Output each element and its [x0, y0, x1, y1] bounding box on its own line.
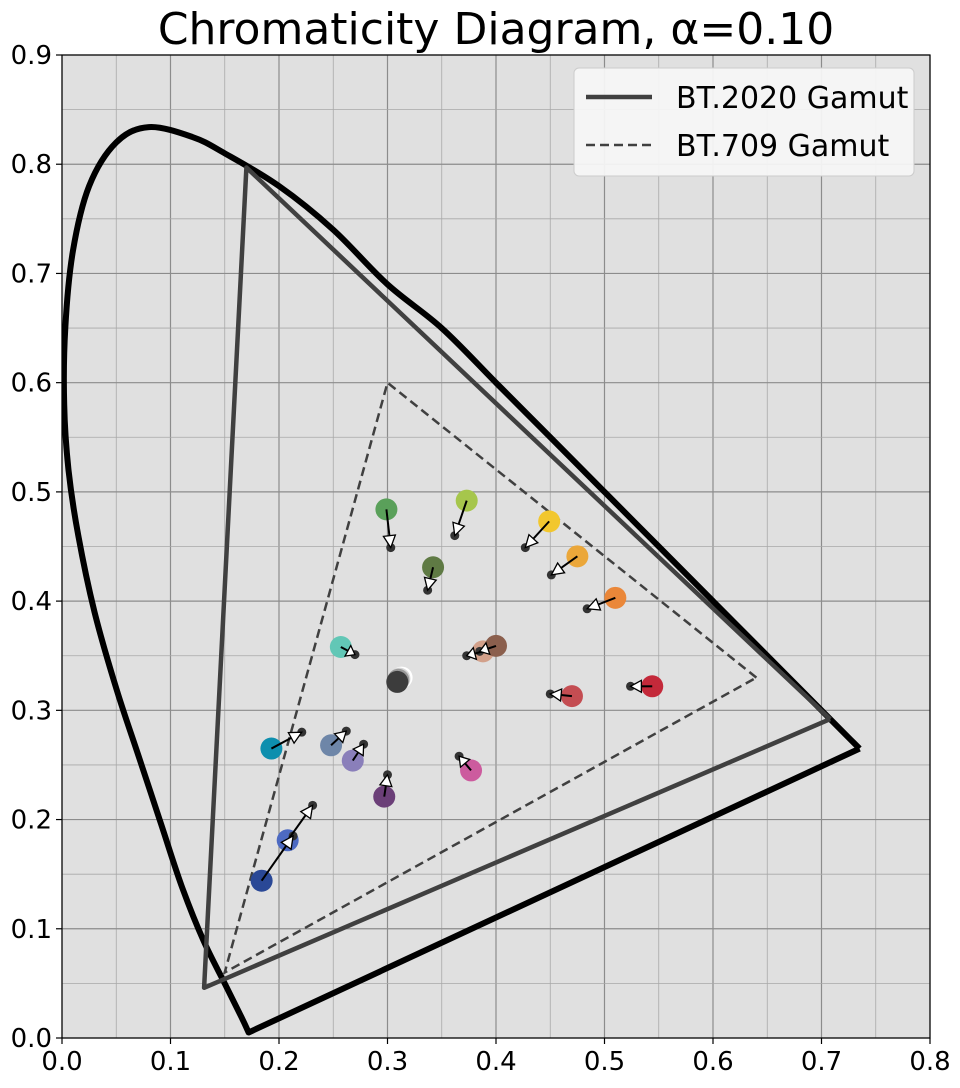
shift-arrow-line-16	[330, 737, 340, 747]
shift-arrow-head-19	[378, 773, 393, 788]
y-tick-label: 0.5	[11, 478, 52, 508]
y-tick-label: 0.9	[11, 41, 52, 71]
shift-arrows	[260, 500, 653, 882]
shift-arrow-head-20	[299, 804, 314, 820]
sample-point-12	[386, 670, 409, 693]
x-tick-label: 0.2	[258, 1047, 299, 1077]
shift-arrow-head-6	[343, 644, 356, 657]
shift-arrow-line-4	[429, 567, 435, 579]
shift-arrow-head-3	[550, 561, 566, 576]
y-tick-label: 0.7	[11, 259, 52, 289]
legend-label-bt2020: BT.2020 Gamut	[676, 81, 909, 116]
shift-arrow-head-17	[351, 743, 365, 757]
shift-arrow-line-18	[464, 762, 472, 772]
shift-arrow-line-19	[383, 785, 387, 797]
x-tick-label: 0.1	[150, 1047, 191, 1077]
shift-arrow-head-4	[423, 576, 438, 592]
legend: BT.2020 Gamut BT.709 Gamut	[573, 67, 915, 177]
shift-arrow-head-5	[585, 597, 602, 611]
shift-arrow-head-16	[333, 730, 348, 744]
legend-label-bt709: BT.709 Gamut	[676, 129, 890, 164]
bt709-gamut-triangle	[222, 380, 758, 976]
curves	[62, 124, 862, 1036]
shift-arrow-line-21	[260, 845, 288, 882]
shift-arrow-head-7	[465, 646, 478, 661]
y-tick-label: 0.1	[11, 915, 52, 945]
shift-arrow-head-14	[629, 679, 643, 694]
x-tick-label: 0.4	[475, 1047, 516, 1077]
x-tick-label: 0.8	[909, 1047, 950, 1077]
chart-title: Chromaticity Diagram, α=0.10	[158, 4, 834, 55]
shift-arrow-line-1	[457, 500, 468, 525]
shift-arrow-line-20	[286, 814, 307, 841]
shift-arrow-line-15	[270, 736, 292, 750]
x-tick-label: 0.5	[584, 1047, 625, 1077]
shift-arrow-head-18	[458, 755, 472, 769]
shift-arrow-head-2	[524, 533, 540, 549]
y-tick-label: 0.0	[11, 1024, 52, 1054]
y-tick-label: 0.3	[11, 696, 52, 726]
axis-ticks: 0.0 0.1 0.2 0.3 0.4 0.5 0.6 0.7 0.8 0.0 0.1 0.2 0.3 0…	[11, 41, 951, 1077]
shift-arrow-line-5	[597, 596, 616, 606]
shift-arrow-line-6	[340, 646, 349, 652]
shift-arrow-line-17	[351, 751, 360, 762]
x-tick-label: 0.3	[367, 1047, 408, 1077]
shift-arrow-line-0	[385, 509, 391, 536]
shift-arrow-head-15	[287, 731, 304, 745]
x-tick-label: 0.6	[692, 1047, 733, 1077]
y-tick-label: 0.8	[11, 150, 52, 180]
shift-arrow-line-13	[560, 694, 573, 698]
spectral-locus	[62, 124, 862, 1036]
shift-arrow-head-8	[478, 641, 491, 656]
y-tick-label: 0.6	[11, 369, 52, 399]
legend-box	[573, 67, 915, 177]
shift-arrow-line-3	[560, 555, 578, 569]
x-tick-label: 0.0	[41, 1047, 82, 1077]
shift-arrow-head-0	[382, 534, 397, 550]
shift-arrow-head-1	[452, 521, 466, 537]
shift-arrow-head-13	[548, 688, 563, 703]
shift-arrow-line-2	[532, 520, 550, 540]
bt2020-gamut-triangle	[201, 165, 832, 991]
y-tick-label: 0.4	[11, 587, 52, 617]
x-tick-label: 0.7	[801, 1047, 842, 1077]
y-tick-label: 0.2	[11, 806, 52, 836]
shift-arrow-line-8	[487, 644, 497, 650]
shift-arrow-head-21	[280, 834, 294, 851]
